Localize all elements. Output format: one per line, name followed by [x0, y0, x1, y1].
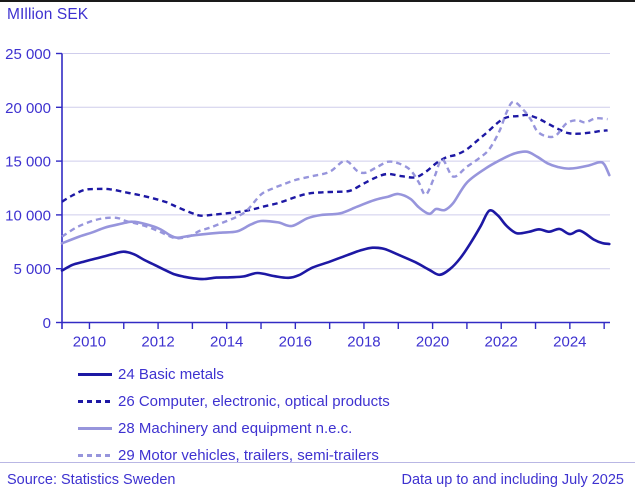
- series-line-29-motor-vehicles-trailers-semi-trailers: [61, 100, 608, 240]
- y-tick-label: 10 000: [5, 207, 51, 224]
- x-tick-label: 2024: [553, 334, 586, 351]
- legend-label-26: 26 Computer, electronic, optical product…: [118, 393, 390, 410]
- legend-item-29-motor-vehicles[interactable]: 29 Motor vehicles, trailers, semi-traile…: [78, 442, 390, 469]
- y-tick-label: 25 000: [5, 46, 51, 63]
- legend-label-29: 29 Motor vehicles, trailers, semi-traile…: [118, 447, 379, 464]
- top-border-line: [0, 0, 635, 2]
- x-tick-label: 2012: [141, 334, 174, 351]
- x-tick-label: 2010: [73, 334, 106, 351]
- legend-item-24-basic-metals[interactable]: 24 Basic metals: [78, 361, 390, 388]
- chart-title: MIllion SEK: [7, 6, 89, 23]
- legend-line-swatch-24: [78, 373, 112, 376]
- legend-line-swatch-29: [78, 454, 112, 457]
- y-tick-label: 15 000: [5, 154, 51, 171]
- footer-source: Source: Statistics Sweden: [7, 472, 176, 488]
- legend-label-28: 28 Machinery and equipment n.e.c.: [118, 420, 353, 437]
- legend: 24 Basic metals 26 Computer, electronic,…: [78, 361, 390, 469]
- footer-separator-line: [0, 462, 635, 463]
- x-tick-label: 2016: [279, 334, 312, 351]
- legend-label-24: 24 Basic metals: [118, 366, 224, 383]
- footer-data-note: Data up to and including July 2025: [401, 472, 625, 488]
- series-line-28-machinery-and-equipment-n-e-c: [60, 150, 611, 245]
- y-tick-label: 0: [43, 315, 51, 332]
- legend-item-28-machinery-equipment[interactable]: 28 Machinery and equipment n.e.c.: [78, 415, 390, 442]
- legend-line-swatch-26: [78, 400, 112, 403]
- x-tick-label: 2022: [485, 334, 518, 351]
- x-tick-label: 2020: [416, 334, 449, 351]
- line-chart-plot[interactable]: 0 5 000 10 000 15 000 20 000 25 000 2010 2012 20…: [0, 0, 635, 360]
- legend-line-swatch-28: [78, 427, 112, 430]
- series-line-24-basic-metals: [60, 208, 611, 281]
- legend-item-26-computer-electronic-optical[interactable]: 26 Computer, electronic, optical product…: [78, 388, 390, 415]
- x-tick-label: 2014: [210, 334, 243, 351]
- y-tick-label: 5 000: [13, 261, 51, 278]
- series-line-26-computer-electronic-optical-products: [61, 113, 608, 217]
- x-tick-label: 2018: [347, 334, 380, 351]
- y-tick-label: 20 000: [5, 100, 51, 117]
